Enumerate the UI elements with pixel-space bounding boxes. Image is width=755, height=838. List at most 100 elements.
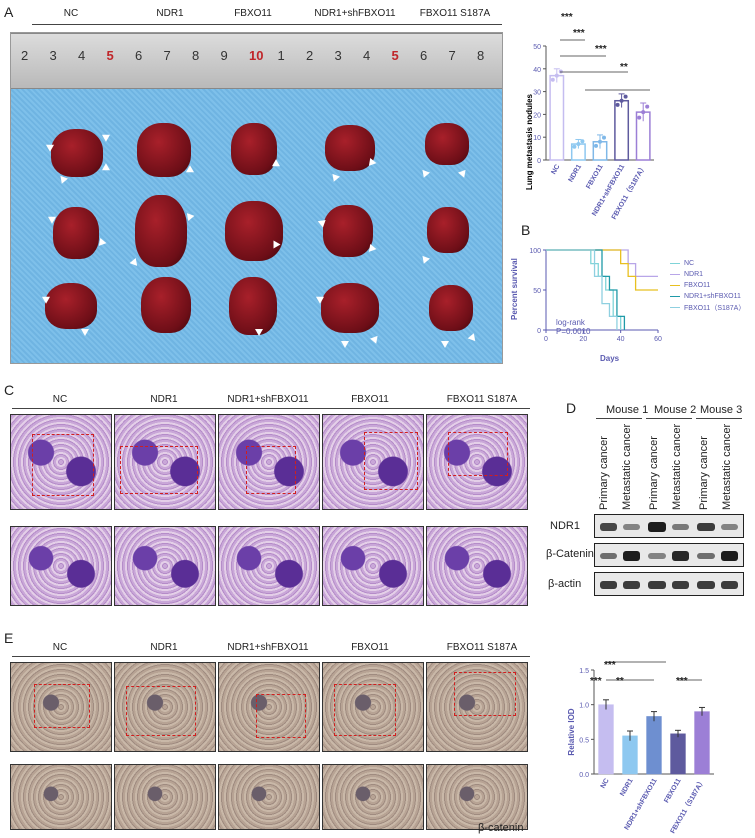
- data-point: [645, 104, 650, 109]
- he-zoom-box: [364, 432, 418, 490]
- panel-a-group-ndr1: NDR1: [156, 8, 184, 19]
- ihc-shfbxo11-low: [218, 662, 320, 752]
- he-s187a-low: [426, 414, 528, 510]
- panel-a-group-fbxo11-s187a: FBXO11 S187A: [419, 8, 491, 19]
- ruler-number: 8: [192, 48, 200, 63]
- mouse-1-label: Mouse 1: [606, 404, 649, 416]
- nodule-arrow: [368, 243, 378, 254]
- ruler-number: 9: [220, 48, 228, 63]
- x-tick-label: FBXO11: [585, 163, 605, 190]
- he-zoom-box: [32, 434, 94, 496]
- lung-shfbxo11-3: [321, 283, 379, 333]
- blot-beta-catenin: [594, 543, 744, 567]
- x-tick-label: NC: [600, 778, 611, 790]
- mouse-underline: [696, 418, 742, 419]
- ruler-number: 2: [306, 48, 314, 63]
- legend-entry: NC: [670, 258, 745, 269]
- data-point: [623, 94, 628, 99]
- lung-fbxo11-2: [225, 201, 283, 261]
- he-fbxo11-high: [322, 526, 424, 606]
- ruler-number: 2: [21, 48, 29, 63]
- panel-c-group-nc: NC: [52, 394, 68, 405]
- legend-entry: NDR1+shFBXO11: [670, 291, 745, 302]
- x-tick-label: NDR1: [568, 163, 584, 183]
- lung-s187a-2: [427, 207, 469, 253]
- panel-e-group-ndr1: NDR1: [150, 642, 178, 653]
- nodule-arrow: [58, 175, 68, 186]
- bar-bottom-ylabel: Relative IOD: [567, 708, 576, 755]
- lung-shfbxo11-2: [323, 205, 373, 257]
- ihc-fbxo11-high: [322, 764, 424, 830]
- y-tick-label: 50: [533, 288, 541, 295]
- legend-swatch: [670, 296, 680, 297]
- nodule-arrow: [255, 329, 263, 336]
- nodule-arrow: [441, 341, 449, 348]
- legend-entry: FBXO11: [670, 280, 745, 291]
- ihc-zoom-box: [34, 684, 90, 728]
- ruler-number: 8: [477, 48, 485, 63]
- ruler-number: 3: [49, 48, 57, 63]
- lung-shfbxo11-1: [325, 125, 375, 171]
- panel-e-group-fbxo11-s187a: FBXO11 S187A: [446, 642, 518, 653]
- bar-top-sig-3: ***: [595, 44, 607, 55]
- panel-a-letter: A: [4, 4, 14, 20]
- x-tick-label: 20: [579, 336, 587, 343]
- stain-label: β-catenin: [478, 822, 524, 834]
- lung-fbxo11-1: [231, 123, 277, 175]
- bar-bottom-sig-4: ***: [676, 676, 688, 687]
- he-zoom-box: [246, 446, 296, 494]
- lung-ndr1-1: [137, 123, 191, 177]
- panel-c-group-ndr1-shfbxo11: NDR1+shFBXO11: [227, 394, 309, 405]
- survival-stat: log-rank: [556, 318, 585, 327]
- he-zoom-box: [120, 446, 198, 494]
- x-tick-label: 0: [544, 336, 548, 343]
- panel-a-group-ndr1-shfbxo11: NDR1+shFBXO11: [314, 8, 396, 19]
- data-point: [615, 102, 620, 107]
- ihc-s187a-low: [426, 662, 528, 752]
- nodule-arrow: [98, 237, 108, 248]
- y-tick-label: 20: [533, 112, 541, 119]
- bar: [646, 716, 662, 775]
- x-tick-label: 60: [654, 336, 662, 343]
- ruler-number: 5: [391, 48, 399, 63]
- ruler-number: 7: [163, 48, 171, 63]
- bar-chart-iod: Relative IOD 0.00.51.01.5NC NDR1NDR1+shFB…: [567, 661, 714, 835]
- survival-line: [546, 249, 658, 291]
- blue-pad: [11, 89, 502, 363]
- mouse-underline: [596, 418, 642, 419]
- y-tick-label: 0.0: [579, 772, 589, 779]
- ihc-nc-high: [10, 764, 112, 830]
- panel-c-header-line: [12, 408, 530, 409]
- data-point: [554, 73, 559, 78]
- mouse-3-label: Mouse 3: [700, 404, 743, 416]
- data-point: [580, 139, 585, 144]
- data-point: [602, 135, 606, 140]
- ruler-number: 4: [78, 48, 86, 63]
- y-tick-label: 1.0: [579, 703, 589, 710]
- nodule-arrow: [101, 131, 113, 142]
- legend-swatch: [670, 285, 680, 286]
- y-tick-label: 30: [533, 90, 541, 97]
- lung-nc-1: [51, 129, 103, 177]
- ruler-number: 1: [277, 48, 285, 63]
- panel-a-group-nc: NC: [63, 8, 79, 19]
- legend-label: NDR1+shFBXO11: [684, 293, 741, 300]
- ihc-zoom-box: [256, 694, 306, 738]
- ihc-ndr1-low: [114, 662, 216, 752]
- panel-c-group-fbxo11: FBXO11: [351, 394, 389, 405]
- ihc-zoom-box: [126, 686, 196, 736]
- he-nc-high: [10, 526, 112, 606]
- bar-top-ylabel: Lung metastasis nodules: [525, 93, 534, 190]
- panel-d-letter: D: [566, 400, 577, 416]
- nodule-arrow: [368, 157, 378, 168]
- panel-c-letter: C: [4, 382, 15, 398]
- ruler-number: 6: [135, 48, 143, 63]
- y-tick-label: 50: [533, 44, 541, 51]
- survival-pvalue: P=0.0010: [556, 327, 591, 336]
- lane-label: Primary cancer: [598, 436, 610, 510]
- ruler-number: 6: [420, 48, 428, 63]
- bar: [549, 74, 565, 161]
- blot-label-beta-catenin: β-Catenin: [546, 548, 594, 560]
- bar-top-sig-4: **: [620, 62, 628, 73]
- legend-entry: FBXO11（S187A）: [670, 302, 745, 313]
